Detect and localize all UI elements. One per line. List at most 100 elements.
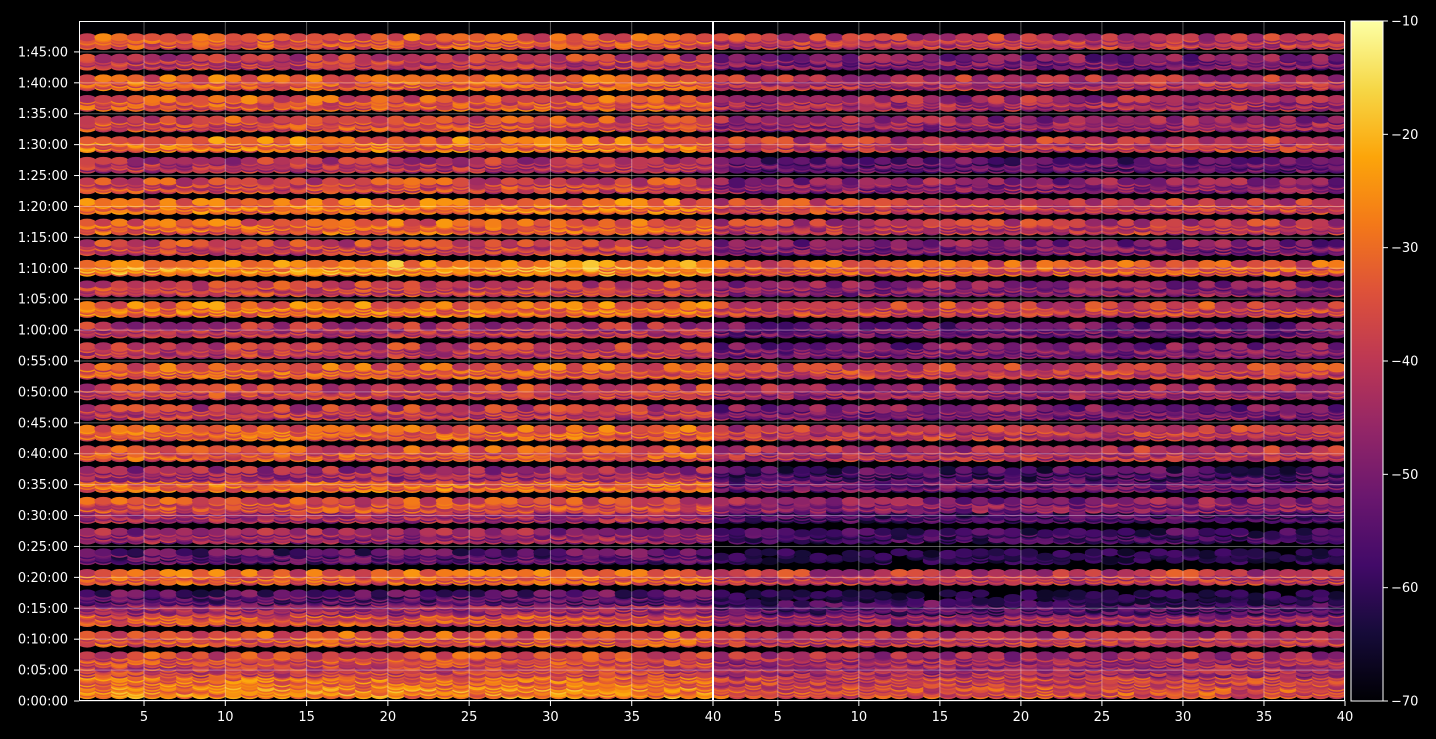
heatmap-cell bbox=[94, 589, 113, 598]
heatmap-cell bbox=[663, 630, 682, 639]
heatmap-cell bbox=[175, 651, 194, 660]
heatmap-cell bbox=[256, 630, 275, 639]
heatmap-cell bbox=[403, 548, 422, 557]
heatmap-cell bbox=[435, 465, 454, 474]
heatmap-cell bbox=[614, 465, 633, 474]
heatmap-cell bbox=[630, 496, 649, 505]
heatmap-cell bbox=[224, 445, 243, 454]
heatmap-cell bbox=[630, 651, 649, 660]
heatmap-cell bbox=[647, 651, 666, 660]
heatmap-cell bbox=[289, 424, 308, 433]
heatmap-cell bbox=[224, 465, 243, 474]
heatmap-cell bbox=[565, 527, 584, 536]
heatmap-cell bbox=[403, 568, 422, 577]
heatmap-cell bbox=[94, 496, 113, 505]
heatmap-cell bbox=[354, 404, 373, 413]
heatmap-cell bbox=[110, 630, 129, 639]
heatmap-cell bbox=[370, 445, 389, 454]
heatmap-cell bbox=[598, 589, 617, 598]
heatmap-cell bbox=[79, 465, 97, 474]
heatmap-cell bbox=[79, 404, 97, 413]
heatmap-cell bbox=[695, 424, 713, 433]
heatmap-cell bbox=[517, 445, 536, 454]
heatmap-cell bbox=[452, 651, 471, 660]
heatmap-cell bbox=[533, 465, 552, 474]
heatmap-cell bbox=[582, 630, 601, 639]
heatmap-cell bbox=[500, 651, 519, 660]
heatmap-cell bbox=[354, 496, 373, 505]
heatmap-cell bbox=[614, 630, 633, 639]
heatmap-cell bbox=[614, 548, 633, 557]
heatmap-cell bbox=[321, 589, 340, 598]
heatmap-cell bbox=[419, 630, 438, 639]
heatmap-cell bbox=[663, 445, 682, 454]
heatmap-cell bbox=[94, 527, 113, 536]
heatmap-cell bbox=[582, 424, 601, 433]
heatmap-cell bbox=[305, 651, 324, 660]
heatmap-cell bbox=[452, 548, 471, 557]
heatmap-cell bbox=[143, 424, 162, 433]
heatmap-cell bbox=[256, 496, 275, 505]
heatmap-cell bbox=[435, 527, 454, 536]
heatmap-cell bbox=[110, 651, 129, 660]
heatmap-cell bbox=[110, 496, 129, 505]
heatmap-cell bbox=[240, 445, 259, 454]
heatmap-cell bbox=[565, 589, 584, 598]
heatmap-cell bbox=[126, 496, 145, 505]
heatmap-cell bbox=[419, 527, 438, 536]
heatmap-cell bbox=[452, 568, 471, 577]
heatmap-cell bbox=[321, 404, 340, 413]
heatmap-cell bbox=[647, 589, 666, 598]
heatmap-cell bbox=[598, 651, 617, 660]
heatmap-cell bbox=[273, 445, 292, 454]
heatmap-cell bbox=[110, 589, 129, 598]
heatmap-cell bbox=[517, 424, 536, 433]
heatmap-cell bbox=[419, 568, 438, 577]
heatmap-cell bbox=[159, 589, 178, 598]
heatmap-cell bbox=[256, 465, 275, 474]
heatmap-cell bbox=[582, 589, 601, 598]
heatmap-cell bbox=[110, 568, 129, 577]
heatmap-cell bbox=[565, 548, 584, 557]
heatmap-cell bbox=[354, 445, 373, 454]
heatmap-cell bbox=[663, 404, 682, 413]
heatmap-cell bbox=[695, 589, 713, 598]
heatmap-cell bbox=[419, 548, 438, 557]
heatmap-cell bbox=[191, 568, 210, 577]
heatmap-cell bbox=[484, 651, 503, 660]
heatmap-cell bbox=[338, 630, 357, 639]
heatmap-cell bbox=[598, 445, 617, 454]
heatmap-cell bbox=[403, 496, 422, 505]
heatmap-cell bbox=[435, 589, 454, 598]
heatmap-cell bbox=[614, 527, 633, 536]
heatmap-cell bbox=[175, 527, 194, 536]
heatmap-cell bbox=[338, 527, 357, 536]
heatmap-cell bbox=[94, 548, 113, 557]
heatmap-cell bbox=[565, 651, 584, 660]
heatmap-cell bbox=[647, 404, 666, 413]
heatmap-cell bbox=[679, 465, 698, 474]
heatmap-cell bbox=[679, 424, 698, 433]
heatmap-cell bbox=[517, 527, 536, 536]
heatmap-cell bbox=[630, 568, 649, 577]
heatmap-cell bbox=[143, 651, 162, 660]
heatmap-cell bbox=[452, 465, 471, 474]
heatmap-cell bbox=[695, 465, 713, 474]
heatmap-cell bbox=[321, 465, 340, 474]
heatmap-cell bbox=[679, 496, 698, 505]
heatmap-cell bbox=[256, 445, 275, 454]
heatmap-cell bbox=[305, 527, 324, 536]
heatmap-cell bbox=[240, 527, 259, 536]
heatmap-cell bbox=[695, 404, 713, 413]
heatmap-cell bbox=[598, 424, 617, 433]
heatmap-cell bbox=[305, 589, 324, 598]
heatmap-cell bbox=[305, 445, 324, 454]
heatmap-cell bbox=[126, 568, 145, 577]
heatmap-cell bbox=[321, 496, 340, 505]
heatmap-cell bbox=[387, 630, 405, 639]
heatmap-cell bbox=[517, 496, 536, 505]
heatmap-cell bbox=[240, 630, 259, 639]
heatmap-cell bbox=[273, 424, 292, 433]
heatmap-cell bbox=[663, 589, 682, 598]
heatmap-cell bbox=[143, 630, 162, 639]
